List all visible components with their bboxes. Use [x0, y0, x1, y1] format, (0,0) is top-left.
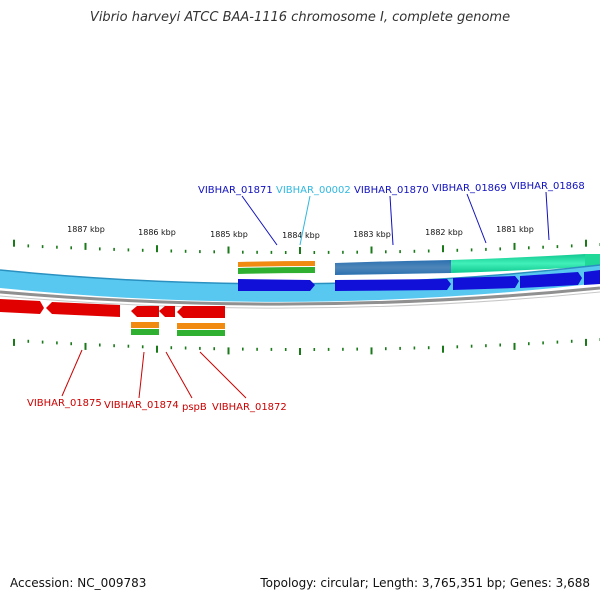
gene-forward-01869	[453, 276, 519, 290]
gene-forward-01868	[520, 272, 582, 288]
cds-bar-orange-top	[238, 261, 315, 267]
leader-line	[545, 191, 550, 241]
reverse-backbone	[0, 286, 600, 306]
leader-line	[466, 193, 487, 244]
reverse-backbone-shadow	[0, 291, 600, 309]
kbp-label: 1885 kbp	[210, 230, 248, 239]
feature-band-steelblue	[335, 260, 451, 275]
feature-band-mint-edge	[585, 254, 600, 266]
cds-bar-green-bottom-2	[177, 330, 225, 336]
gene-label-vibhar-01875[interactable]: VIBHAR_01875	[27, 398, 102, 409]
gene-reverse-01875	[46, 302, 120, 317]
leader-line	[138, 351, 145, 399]
kbp-label: 1887 kbp	[67, 225, 105, 234]
kbp-label: 1886 kbp	[138, 228, 176, 237]
gene-forward-edge	[584, 270, 600, 285]
leader-line	[199, 351, 247, 399]
leader-line	[389, 195, 394, 246]
gene-reverse-pspB	[159, 306, 175, 317]
gene-label-vibhar-00002[interactable]: VIBHAR_00002	[276, 185, 351, 196]
forward-backbone	[0, 265, 600, 302]
gene-label-vibhar-01872[interactable]: VIBHAR_01872	[212, 402, 287, 413]
genome-summary: Topology: circular; Length: 3,765,351 bp…	[260, 576, 590, 590]
gene-forward-01871	[238, 279, 315, 291]
leader-line	[61, 349, 83, 397]
kbp-label: 1882 kbp	[425, 228, 463, 237]
tick-track-top	[13, 239, 600, 254]
gene-label-vibhar-01869[interactable]: VIBHAR_01869	[432, 183, 507, 194]
gene-label-vibhar-01870[interactable]: VIBHAR_01870	[354, 185, 429, 196]
gene-forward-01870	[335, 279, 451, 291]
leader-line	[165, 351, 193, 399]
kbp-label: 1884 kbp	[282, 231, 320, 240]
gene-label-vibhar-01871[interactable]: VIBHAR_01871	[198, 185, 273, 196]
leader-line	[241, 195, 278, 246]
feature-band-mint	[451, 254, 585, 273]
gene-reverse-01874	[131, 306, 159, 317]
gene-label-vibhar-01868[interactable]: VIBHAR_01868	[510, 181, 585, 192]
cds-bar-orange-bottom-1	[131, 322, 159, 328]
gene-reverse-left	[0, 299, 44, 314]
cds-bar-green-bottom-1	[131, 329, 159, 335]
gene-label-pspb[interactable]: pspB	[182, 402, 207, 413]
kbp-label: 1883 kbp	[353, 230, 391, 239]
cds-bar-green-top	[238, 267, 315, 274]
accession-text: Accession: NC_009783	[10, 576, 147, 590]
page-title: Vibrio harveyi ATCC BAA-1116 chromosome …	[89, 10, 511, 25]
gene-label-vibhar-01874[interactable]: VIBHAR_01874	[104, 400, 179, 411]
tick-track-bottom	[13, 338, 600, 355]
kbp-label: 1881 kbp	[496, 225, 534, 234]
leader-line	[299, 195, 311, 246]
gene-reverse-01872	[177, 306, 225, 318]
cds-bar-orange-bottom-2	[177, 323, 225, 329]
